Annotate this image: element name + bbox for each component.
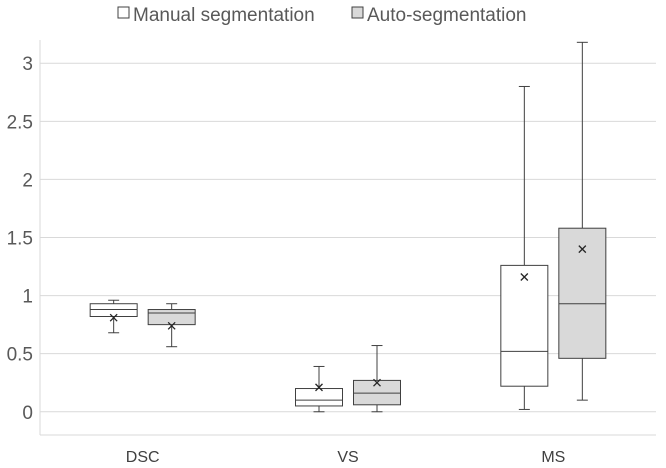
box-iqr: [558, 227, 607, 359]
mean-marker: [520, 273, 529, 281]
box-series: [89, 41, 607, 413]
box-iqr: [89, 303, 138, 317]
legend-label-manual: Manual segmentation: [133, 5, 315, 26]
x-axis-categories: DSC VS MS: [126, 449, 566, 466]
y-axis-ticks: 0 0.5 1 1.5 2 2.5 3: [7, 54, 33, 424]
y-tick-label: 0: [22, 403, 33, 424]
mean-marker: [109, 313, 118, 322]
mean-marker: [373, 378, 381, 387]
box-manual-segmentation-vs: [295, 365, 343, 413]
box-iqr: [147, 309, 196, 326]
box-auto-segmentation-ms: [558, 41, 607, 401]
y-tick-label: 1: [22, 287, 33, 308]
x-category-label: DSC: [126, 449, 160, 466]
legend: Manual segmentation Auto-segmentation: [117, 5, 527, 26]
box-iqr: [295, 388, 343, 407]
box-auto-segmentation-vs: [353, 345, 401, 413]
axes: [39, 40, 656, 436]
box-manual-segmentation-ms: [500, 85, 549, 410]
y-tick-label: 3: [22, 54, 33, 75]
box-manual-segmentation-dsc: [89, 299, 138, 334]
legend-label-auto: Auto-segmentation: [367, 5, 527, 26]
y-tick-label: 0.5: [7, 345, 33, 366]
x-category-label: MS: [541, 449, 565, 466]
mean-marker: [315, 383, 323, 392]
mean-marker: [578, 245, 587, 254]
mean-marker: [167, 321, 176, 330]
box-auto-segmentation-dsc: [147, 303, 196, 348]
y-tick-label: 2.5: [7, 112, 33, 133]
legend-swatch-manual: [117, 6, 130, 19]
legend-swatch-auto: [351, 6, 364, 19]
y-tick-label: 2: [22, 170, 33, 191]
box-iqr: [353, 379, 401, 406]
box-iqr: [500, 264, 549, 387]
x-category-label: VS: [337, 449, 358, 466]
gridlines: [40, 62, 656, 413]
y-tick-label: 1.5: [7, 229, 33, 250]
